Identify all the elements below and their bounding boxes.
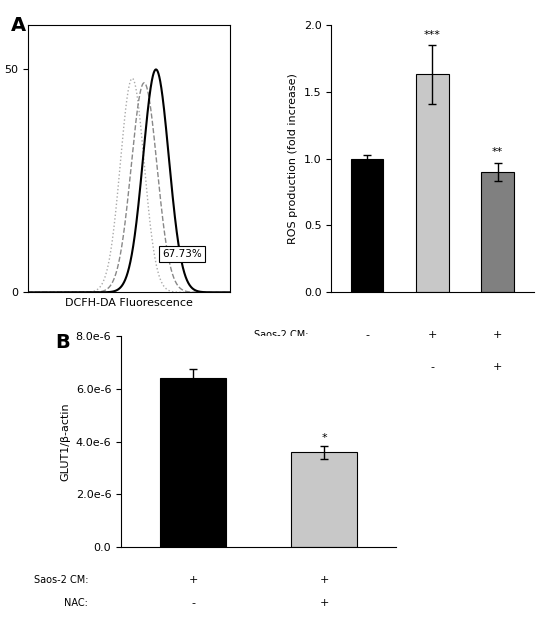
Y-axis label: ROS production (fold increase): ROS production (fold increase): [288, 73, 298, 244]
Text: Saos-2 CM:: Saos-2 CM:: [34, 575, 88, 585]
Text: +: +: [188, 575, 197, 585]
Text: -: -: [430, 362, 434, 372]
Text: NAC:: NAC:: [64, 598, 88, 608]
Text: ***: ***: [424, 30, 441, 40]
Text: +: +: [493, 362, 502, 372]
X-axis label: DCFH-DA Fluorescence: DCFH-DA Fluorescence: [65, 298, 192, 308]
Text: +: +: [427, 330, 437, 340]
Text: Saos-2 CM:: Saos-2 CM:: [254, 330, 308, 340]
Bar: [416, 75, 449, 292]
Text: **: **: [492, 147, 503, 157]
Text: -: -: [365, 362, 369, 372]
Bar: [481, 172, 514, 292]
Text: *: *: [321, 433, 327, 443]
Text: +: +: [320, 598, 329, 608]
Bar: [351, 159, 383, 292]
Bar: [292, 452, 357, 547]
Text: -: -: [365, 330, 369, 340]
Y-axis label: GLUT1/β-actin: GLUT1/β-actin: [60, 402, 70, 481]
Text: +: +: [320, 575, 329, 585]
Text: A: A: [11, 16, 26, 35]
Text: 67.73%: 67.73%: [162, 249, 202, 259]
Bar: [160, 378, 226, 547]
Text: -: -: [191, 598, 195, 608]
Text: NAC:: NAC:: [284, 362, 308, 372]
Text: B: B: [55, 333, 70, 352]
Text: +: +: [493, 330, 502, 340]
